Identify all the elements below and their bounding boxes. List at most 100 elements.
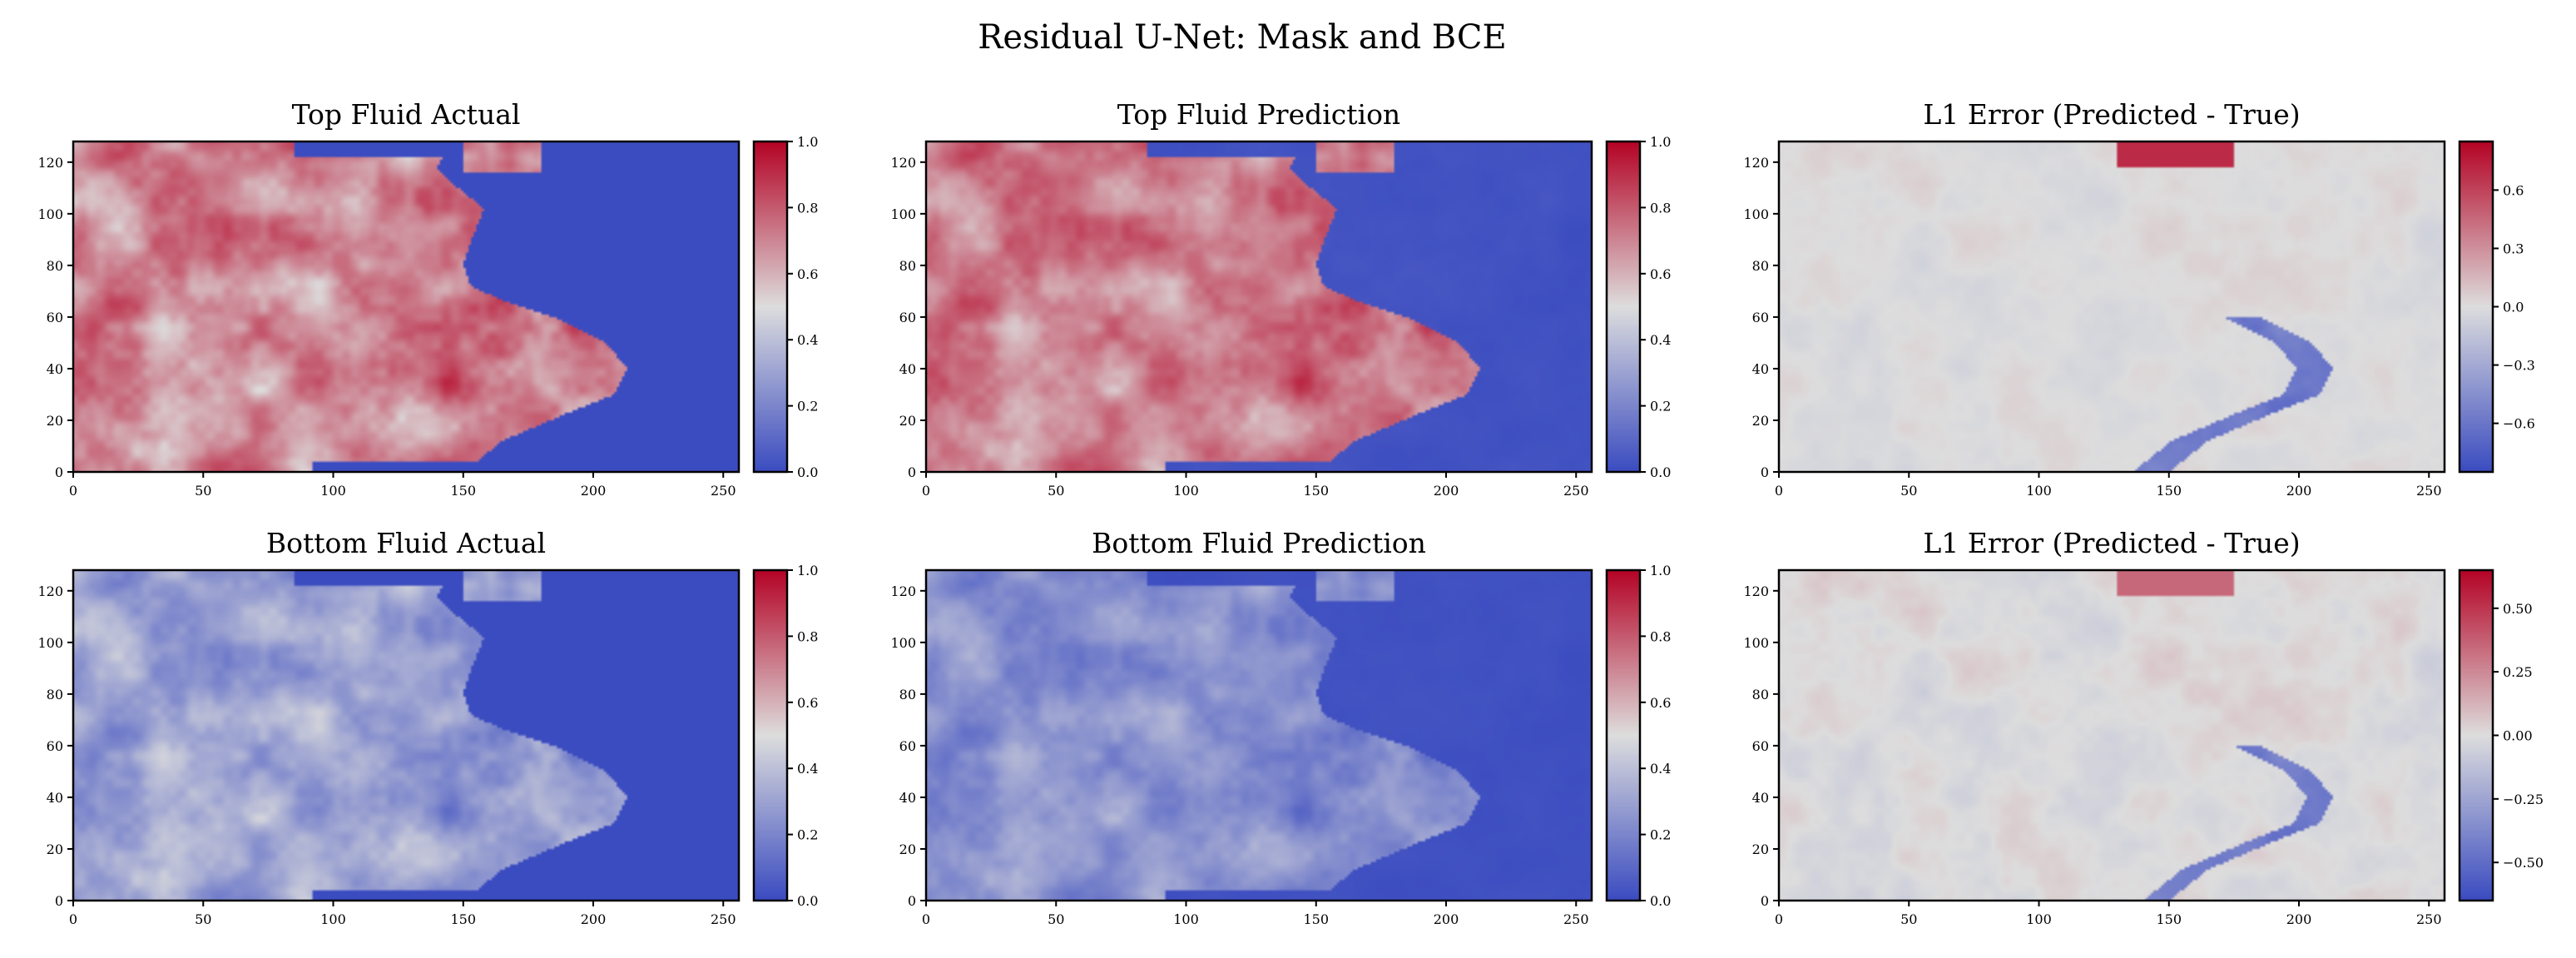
y-tick-label: 60 (47, 310, 63, 325)
x-tick-label: 200 (2286, 911, 2312, 927)
colorbar-tick-label: 1.0 (1650, 563, 1671, 578)
y-tick-label: 40 (899, 790, 916, 806)
colorbar-tick-label: 0.0 (797, 893, 818, 909)
panel-5: Bottom Fluid Prediction 0 50 100 150 200 250 0 2… (890, 527, 1671, 927)
y-tick-label: 20 (47, 841, 63, 857)
panel-title: Bottom Fluid Actual (266, 527, 546, 559)
y-tick-label: 80 (899, 687, 916, 702)
colorbar (2460, 141, 2493, 472)
x-tick-label: 100 (320, 911, 346, 927)
x-tick-label: 100 (1173, 911, 1199, 927)
heatmap-image (926, 570, 1592, 901)
y-tick-label: 60 (1752, 738, 1769, 754)
colorbar-tick-label: 0.8 (797, 628, 818, 644)
colorbar-tick-label: 0.8 (797, 200, 818, 216)
colorbar (754, 570, 787, 901)
y-tick-label: 80 (47, 687, 63, 702)
y-tick-label: 20 (899, 841, 916, 857)
colorbar-tick-label: 0.6 (1650, 695, 1671, 711)
colorbar-frame (1605, 568, 1642, 902)
panel-6: L1 Error (Predicted - True)0 50 100 150 200 2… (1743, 527, 2544, 927)
y-tick-label: 80 (899, 258, 916, 274)
colorbar (754, 141, 787, 472)
heatmap-image (926, 141, 1592, 472)
x-tick-label: 250 (711, 911, 736, 927)
colorbar-tick-label: 1.0 (797, 134, 818, 150)
y-tick-label: 100 (37, 206, 63, 222)
y-tick-label: 100 (890, 206, 916, 222)
colorbar-tick-label: 0.6 (797, 695, 818, 711)
x-tick-label: 250 (1563, 483, 1589, 499)
axes-frame (924, 568, 1593, 902)
colorbar-tick-label: 0.2 (1650, 399, 1671, 414)
y-tick-label: 20 (47, 413, 63, 429)
x-tick-label: 100 (2026, 483, 2052, 499)
colorbar-tick-label: 0.6 (1650, 266, 1671, 282)
colorbar-tick-label: −0.6 (2503, 416, 2535, 432)
y-tick-label: 40 (899, 361, 916, 377)
x-tick-label: 0 (922, 911, 930, 927)
colorbar-tick-label: 0.4 (1650, 332, 1671, 348)
y-tick-label: 80 (1752, 687, 1769, 702)
y-tick-label: 40 (47, 790, 63, 806)
x-tick-label: 200 (581, 911, 607, 927)
x-tick-label: 50 (1900, 911, 1917, 927)
x-tick-label: 100 (1173, 483, 1199, 499)
y-tick-label: 80 (47, 258, 63, 274)
colorbar-tick-label: 0.0 (1650, 464, 1671, 480)
y-tick-label: 0 (55, 893, 63, 909)
panel-title: Top Fluid Actual (292, 98, 521, 131)
x-tick-label: 150 (450, 911, 476, 927)
y-tick-label: 120 (37, 155, 63, 171)
x-tick-label: 0 (1775, 911, 1783, 927)
axes-frame (72, 140, 741, 474)
y-tick-label: 40 (1752, 790, 1769, 806)
y-tick-label: 100 (1743, 635, 1769, 651)
y-tick-label: 0 (908, 464, 916, 480)
x-tick-label: 250 (1563, 911, 1589, 927)
panel-title: Bottom Fluid Prediction (1092, 527, 1426, 559)
x-tick-label: 50 (1048, 911, 1064, 927)
colorbar-tick-label: 0.2 (1650, 827, 1671, 843)
colorbar-tick-label: 0.6 (2503, 182, 2524, 198)
axes-frame (924, 140, 1593, 474)
colorbar-tick-label: 0.4 (1650, 761, 1671, 777)
x-tick-label: 150 (1303, 911, 1329, 927)
y-tick-label: 80 (1752, 258, 1769, 274)
x-tick-label: 0 (69, 483, 77, 499)
y-tick-label: 20 (1752, 841, 1769, 857)
colorbar-tick-label: 0.3 (2503, 241, 2524, 256)
y-tick-label: 100 (37, 635, 63, 651)
axes-frame (1777, 568, 2446, 902)
colorbar (1607, 570, 1640, 901)
x-tick-label: 200 (581, 483, 607, 499)
x-tick-label: 50 (1048, 483, 1064, 499)
panel-3: L1 Error (Predicted - True)0 50 100 150 200 2… (1743, 98, 2534, 499)
x-tick-label: 0 (69, 911, 77, 927)
x-tick-label: 200 (2286, 483, 2312, 499)
panel-title: Top Fluid Prediction (1117, 98, 1400, 131)
x-tick-label: 150 (450, 483, 476, 499)
x-tick-label: 150 (2156, 483, 2182, 499)
y-tick-label: 0 (908, 893, 916, 909)
y-tick-label: 60 (1752, 310, 1769, 325)
panel-title: L1 Error (Predicted - True) (1923, 527, 2300, 559)
y-tick-label: 120 (890, 583, 916, 599)
colorbar-tick-label: 0.8 (1650, 200, 1671, 216)
y-tick-label: 0 (1761, 893, 1769, 909)
y-tick-label: 120 (1743, 583, 1769, 599)
colorbar-tick-label: 0.2 (797, 827, 818, 843)
x-tick-label: 50 (1900, 483, 1917, 499)
axes-frame (72, 568, 741, 902)
colorbar-tick-label: 1.0 (797, 563, 818, 578)
y-tick-label: 40 (1752, 361, 1769, 377)
x-tick-label: 50 (195, 483, 211, 499)
x-tick-label: 100 (2026, 911, 2052, 927)
x-tick-label: 150 (1303, 483, 1329, 499)
x-tick-label: 200 (1434, 911, 1459, 927)
y-tick-label: 100 (890, 635, 916, 651)
y-tick-label: 60 (899, 738, 916, 754)
colorbar-frame (752, 140, 789, 474)
colorbar-tick-label: 0.0 (797, 464, 818, 480)
